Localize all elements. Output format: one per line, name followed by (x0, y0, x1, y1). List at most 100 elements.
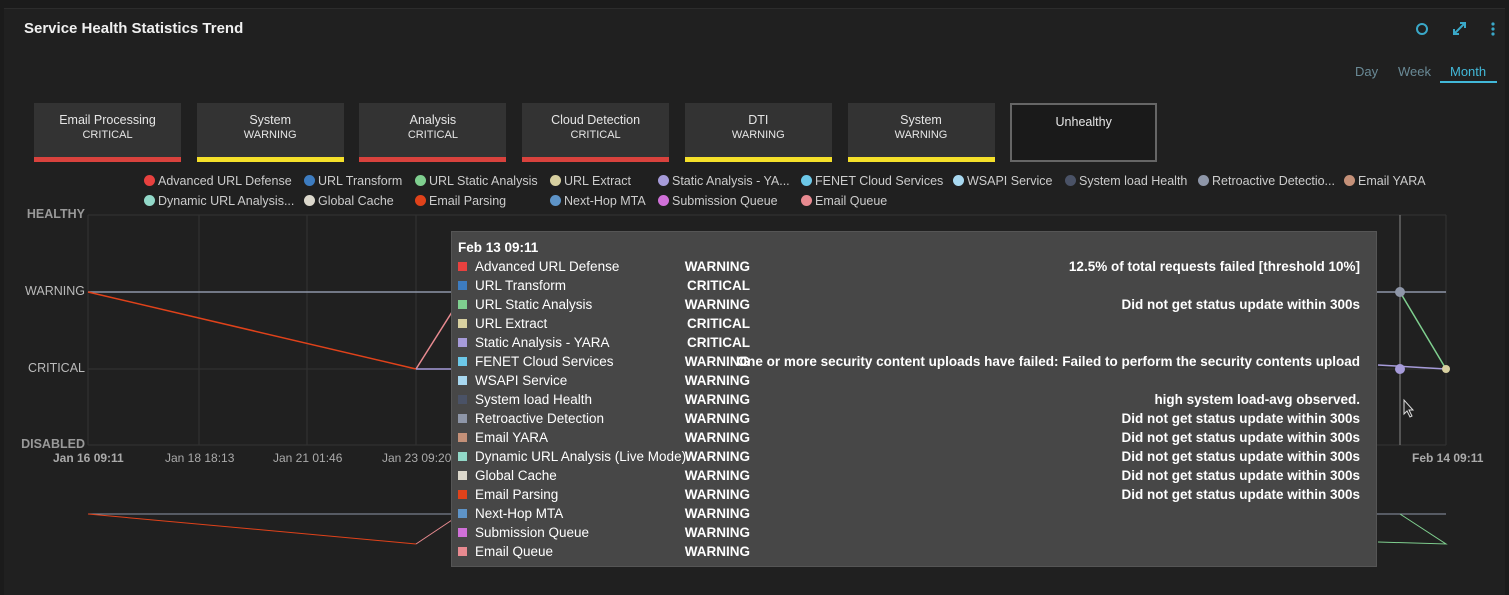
legend-item[interactable]: Advanced URL Defense (144, 174, 292, 188)
legend-item[interactable]: URL Extract (550, 174, 631, 188)
card-name: Email Processing (59, 113, 156, 127)
card-name: Analysis (409, 113, 457, 127)
legend-swatch (415, 175, 426, 186)
tooltip-message: Did not get status update within 300s (1121, 449, 1360, 464)
menu-icon[interactable] (1491, 32, 1495, 36)
toolbar[interactable] (1416, 22, 1495, 36)
x-axis-label: Jan 16 09:11 (53, 451, 124, 465)
status-card[interactable]: System WARNING (847, 103, 995, 162)
status-card[interactable]: Analysis CRITICAL (359, 103, 507, 162)
legend-item[interactable]: Submission Queue (658, 194, 778, 208)
card-name: Unhealthy (1055, 115, 1112, 129)
legend-label: URL Static Analysis (429, 174, 538, 188)
status-bar (359, 157, 507, 162)
tooltip-message: Did not get status update within 300s (1121, 411, 1360, 426)
legend-swatch (550, 175, 561, 186)
status-card[interactable]: DTI WARNING (684, 103, 832, 162)
x-axis-label: Jan 23 09:20 (382, 451, 452, 465)
legend-label: Retroactive Detectio... (1212, 174, 1335, 188)
trend-line (87, 291, 417, 370)
status-card[interactable]: System WARNING (196, 103, 344, 162)
status-card[interactable]: Email Processing CRITICAL (34, 103, 181, 162)
legend-item[interactable]: WSAPI Service (953, 174, 1052, 188)
tooltip-swatch (458, 433, 467, 442)
card-status: WARNING (894, 129, 948, 141)
status-bar (522, 157, 670, 162)
tooltip-swatch (458, 395, 467, 404)
legend-item[interactable]: Email Queue (801, 194, 887, 208)
legend-label: Email YARA (1358, 174, 1426, 188)
legend-swatch (658, 195, 669, 206)
card-status: WARNING (243, 129, 297, 141)
expand-icon[interactable] (1453, 22, 1466, 35)
tooltip-status: WARNING (684, 259, 750, 274)
legend-item[interactable]: Global Cache (304, 194, 394, 208)
tooltip-status: WARNING (684, 354, 750, 369)
tooltip-name: Email YARA (475, 430, 549, 445)
legend-label: System load Health (1079, 174, 1188, 188)
tooltip-name: Global Cache (475, 468, 557, 483)
legend-swatch (415, 195, 426, 206)
legend-label: WSAPI Service (967, 174, 1053, 188)
card-status: CRITICAL (82, 129, 133, 141)
tooltip-swatch (458, 376, 467, 385)
tooltip-message: One or more security content uploads hav… (736, 354, 1360, 369)
legend-label: Next-Hop MTA (564, 194, 646, 208)
mouse-cursor (1403, 398, 1415, 418)
range-tab[interactable]: Month (1450, 64, 1487, 79)
tooltip-status: WARNING (684, 449, 750, 464)
legend-item[interactable]: Email YARA (1344, 174, 1426, 188)
legend-item[interactable]: System load Health (1065, 174, 1187, 188)
legend-label: Email Queue (815, 194, 888, 208)
refresh-icon[interactable] (1416, 23, 1428, 35)
tooltip-name: Retroactive Detection (475, 411, 605, 426)
navigator-line (1377, 513, 1448, 545)
status-card[interactable]: Cloud Detection CRITICAL (522, 103, 670, 162)
legend-item[interactable]: Retroactive Detectio... (1198, 174, 1335, 188)
legend-label: FENET Cloud Services (815, 174, 944, 188)
range-tab[interactable]: Day (1355, 64, 1379, 79)
card-name: DTI (748, 113, 769, 127)
legend-label: Dynamic URL Analysis... (158, 194, 295, 208)
legend-item[interactable]: Dynamic URL Analysis... (144, 194, 294, 208)
menu-icon[interactable] (1491, 22, 1495, 26)
tooltip-swatch (458, 414, 467, 423)
legend-label: URL Extract (564, 174, 631, 188)
x-axis-label: Jan 21 01:46 (273, 451, 343, 465)
menu-icon[interactable] (1491, 27, 1495, 31)
tooltip-title: Feb 13 09:11 (458, 240, 539, 255)
legend-item[interactable]: Static Analysis - YA... (658, 174, 790, 188)
tooltip-swatch (458, 338, 467, 347)
tooltip-name: Dynamic URL Analysis (Live Mode) (475, 449, 687, 464)
legend-item[interactable]: Next-Hop MTA (550, 194, 646, 208)
tooltip-swatch (458, 452, 467, 461)
panel-title: Service Health Statistics Trend (24, 20, 244, 37)
x-axis-label: Feb 14 09:11 (1412, 451, 1484, 465)
legend-item[interactable]: URL Static Analysis (415, 174, 538, 188)
tooltip-name: Email Queue (475, 544, 554, 559)
legend-item[interactable]: URL Transform (304, 174, 402, 188)
tooltip-name: Static Analysis - YARA (475, 335, 610, 350)
navigator-line (87, 513, 417, 545)
tooltip-message: Did not get status update within 300s (1121, 487, 1360, 502)
y-axis-label: WARNING (25, 284, 85, 298)
legend-swatch (304, 175, 315, 186)
tooltip-status: WARNING (684, 373, 750, 388)
trend-line (415, 311, 453, 370)
status-card[interactable]: Unhealthy (1010, 103, 1158, 162)
tooltip-status: WARNING (684, 297, 750, 312)
tooltip: Feb 13 09:11 Advanced URL Defense WARNING 1… (451, 231, 1377, 567)
legend-item[interactable]: FENET Cloud Services (801, 174, 943, 188)
legend-label: Static Analysis - YA... (672, 174, 790, 188)
range-tab[interactable]: Week (1398, 64, 1431, 79)
tooltip-swatch (458, 471, 467, 480)
tooltip-swatch (458, 357, 467, 366)
tooltip-swatch (458, 262, 467, 271)
legend-swatch (658, 175, 669, 186)
tooltip-status: WARNING (684, 411, 750, 426)
legend-swatch (304, 195, 315, 206)
tooltip-name: FENET Cloud Services (475, 354, 614, 369)
legend-item[interactable]: Email Parsing (415, 194, 506, 208)
